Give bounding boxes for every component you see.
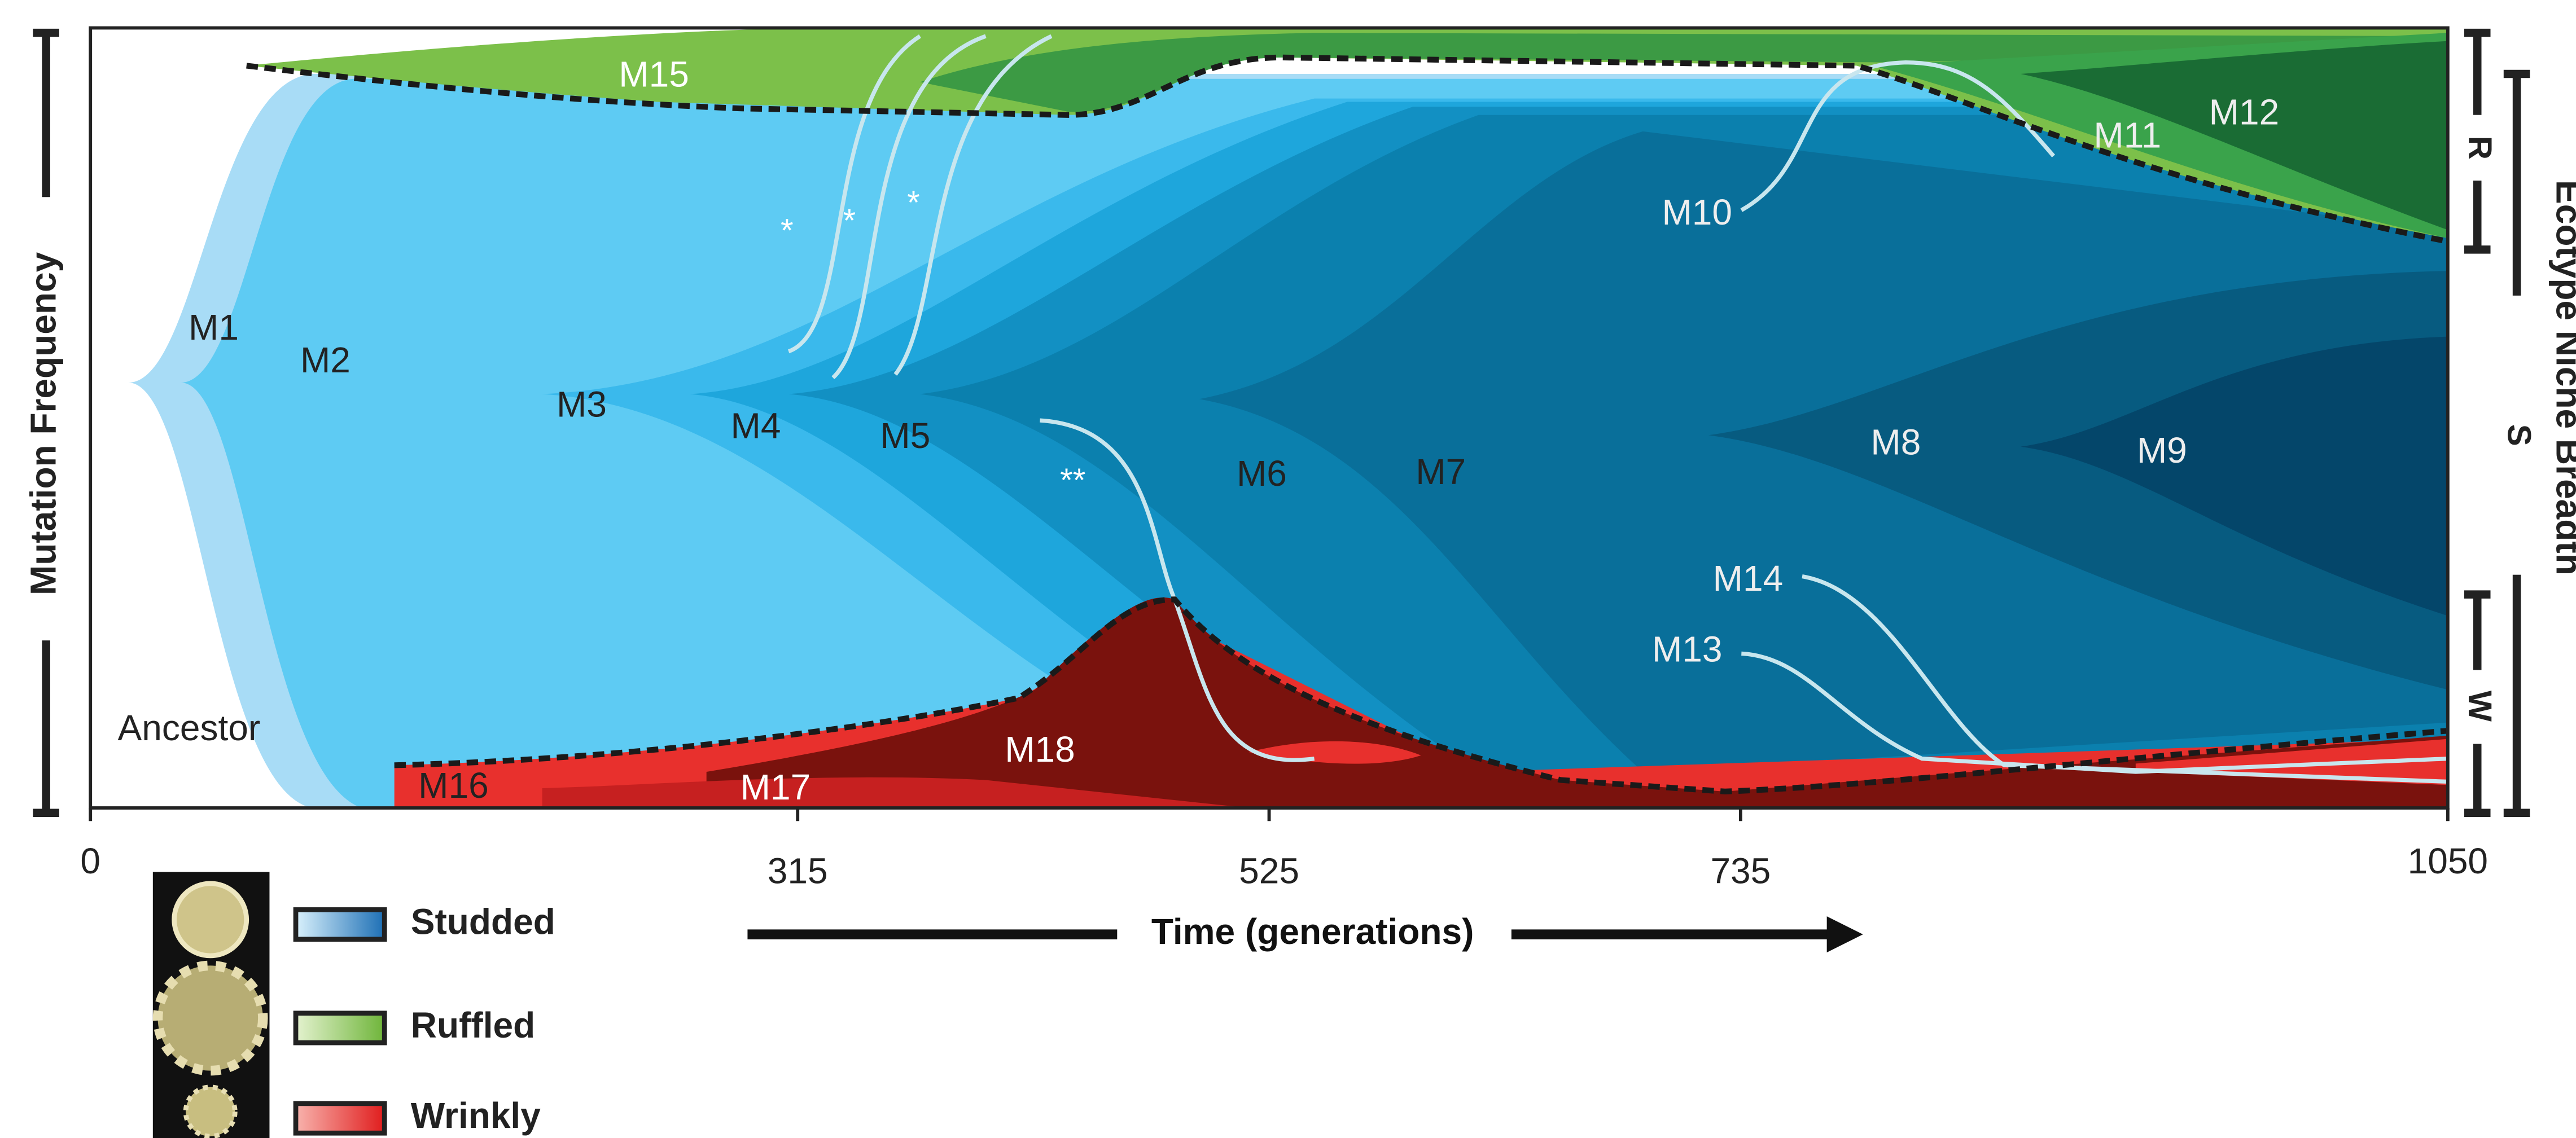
legend-swatch — [296, 1013, 384, 1043]
mutation-label: M5 — [880, 415, 930, 456]
x-axis-label: Time (generations) — [1151, 911, 1474, 952]
legend-label: Wrinkly — [411, 1095, 541, 1136]
mutation-label: M10 — [1662, 192, 1732, 232]
x-axis: 0 315 525 735 1050 — [80, 808, 2488, 891]
mutation-label: M7 — [1416, 451, 1466, 492]
annotation: * — [781, 213, 794, 249]
y-axis-label: Mutation Frequency — [23, 252, 64, 595]
mutation-label: M15 — [619, 54, 689, 95]
annotation: * — [843, 203, 856, 239]
figure: 0 315 525 735 1050 M1 M2 M3 M4 M5 M6 M7 M8 M9 M10 M11 M… — [0, 0, 2576, 1138]
right-axis-label: Ecotype Niche Breadth — [2548, 180, 2576, 575]
mutation-label: M9 — [2137, 430, 2187, 471]
mutation-label: M14 — [1713, 558, 1784, 599]
legend-swatch — [296, 1104, 384, 1133]
legend-label: Ruffled — [411, 1005, 535, 1045]
x-tick-label: 315 — [768, 850, 828, 891]
niche-label: R — [2461, 136, 2498, 160]
legend-label: Studded — [411, 902, 555, 942]
annotation: ** — [1060, 462, 1085, 499]
colony-wrinkly — [186, 1087, 235, 1136]
mutation-label: M17 — [741, 767, 811, 807]
mutation-label: M13 — [1652, 629, 1723, 669]
mutation-label: M12 — [2209, 92, 2280, 133]
x-tick-label: 0 — [80, 841, 100, 881]
mutation-label: M16 — [418, 765, 489, 806]
mutation-label: M3 — [557, 384, 607, 425]
legend: Studded Ruffled Wrinkly — [296, 902, 555, 1136]
x-tick-label: 525 — [1239, 850, 1299, 891]
mutation-label: M2 — [300, 340, 351, 380]
annotation: * — [907, 184, 920, 221]
annotation: Ancestor — [118, 708, 261, 748]
niche-label: S — [2501, 424, 2538, 446]
mutation-label: M4 — [731, 406, 781, 446]
legend-swatch — [296, 909, 384, 939]
colony-images — [153, 872, 270, 1138]
mutation-label: M6 — [1237, 453, 1287, 494]
mutation-label: M11 — [2093, 115, 2161, 155]
colony-ruffled — [158, 965, 263, 1070]
niche-label: W — [2461, 691, 2498, 722]
mutation-label: M8 — [1870, 422, 1921, 463]
page: {"chart_data": { "type": "muller", "y_la… — [0, 0, 2576, 1138]
mutation-label: M18 — [1005, 729, 1075, 770]
arrowhead — [1827, 916, 1863, 952]
x-tick-label: 1050 — [2408, 841, 2488, 881]
mutation-label: M1 — [189, 307, 239, 348]
x-tick-label: 735 — [1710, 850, 1771, 891]
colony-studded — [174, 884, 247, 956]
